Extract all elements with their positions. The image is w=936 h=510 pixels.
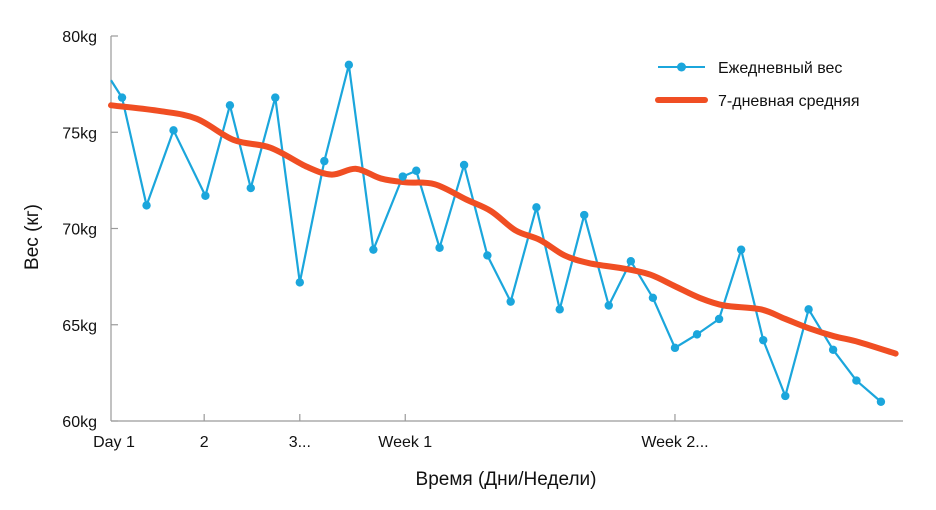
daily-weight-point-21 <box>604 301 613 310</box>
daily-weight-point-11 <box>369 245 378 254</box>
daily-weight-point-2 <box>142 201 151 210</box>
daily-weight-point-24 <box>670 343 680 353</box>
daily-weight-point-10 <box>344 60 354 70</box>
y-tick-label: 75kg <box>62 125 97 142</box>
daily-weight-point-29 <box>781 391 790 401</box>
daily-weight-point-30 <box>804 305 813 314</box>
daily-weight-point-7 <box>271 93 280 102</box>
daily-weight-point-33 <box>876 397 886 406</box>
daily-weight-point-6 <box>246 183 255 193</box>
daily-weight-point-14 <box>435 243 444 252</box>
daily-weight-point-12 <box>398 172 407 181</box>
y-axis-title: Вес (кг) <box>22 204 43 270</box>
y-tick-label: 60kg <box>62 414 97 431</box>
daily-weight-point-31 <box>828 345 838 354</box>
daily-weight-point-18 <box>532 203 541 212</box>
daily-weight-point-22 <box>626 257 636 266</box>
daily-weight-point-32 <box>852 376 861 385</box>
daily-weight-point-28 <box>759 335 768 345</box>
plot-area <box>108 60 899 406</box>
x-tick-label: Week 1 <box>378 434 432 451</box>
y-tick-label: 70kg <box>62 222 97 239</box>
legend-daily-label: Ежедневный вес <box>718 60 842 77</box>
daily-weight-point-8 <box>295 278 305 287</box>
daily-weight-point-16 <box>483 251 492 260</box>
daily-weight-point-27 <box>736 245 746 254</box>
daily-weight-point-20 <box>580 210 589 220</box>
series-line-7-day-average <box>108 102 899 357</box>
x-axis-title: Время (Дни/Недели) <box>416 469 597 490</box>
daily-weight-point-26 <box>714 314 724 324</box>
daily-weight-point-15 <box>459 160 469 170</box>
daily-weight-point-13 <box>412 166 421 175</box>
y-ticks: 60kg 65kg 70kg 75kg 80kg <box>62 29 118 431</box>
daily-weight-point-4 <box>201 191 210 200</box>
x-ticks: Day 1 2 3... Week 1 Week 2... <box>93 414 709 451</box>
daily-weight-point-17 <box>506 297 515 306</box>
daily-weight-point-5 <box>225 101 235 110</box>
x-tick-label: 3... <box>289 434 311 451</box>
x-tick-label: Day 1 <box>93 434 135 451</box>
series-line-daily-weight <box>110 63 882 403</box>
y-tick-label: 80kg <box>62 29 97 46</box>
daily-weight-point-1 <box>117 93 127 102</box>
daily-weight-point-19 <box>555 305 564 314</box>
x-tick-label: Week 2... <box>641 434 708 451</box>
daily-weight-point-23 <box>648 293 658 302</box>
y-tick-label: 65kg <box>62 318 97 335</box>
legend-daily-swatch-marker <box>677 62 686 72</box>
legend: Ежедневный вес 7-дневная средняя <box>655 60 860 110</box>
x-tick-label: 2 <box>200 434 209 451</box>
daily-weight-point-3 <box>169 126 178 135</box>
daily-weight-point-9 <box>320 156 329 166</box>
legend-average-label: 7-дневная средняя <box>718 93 860 110</box>
axes: 60kg 65kg 70kg 75kg 80kg Day 1 2 3... Week 1 Wee… <box>62 29 903 451</box>
daily-weight-point-25 <box>692 330 702 339</box>
